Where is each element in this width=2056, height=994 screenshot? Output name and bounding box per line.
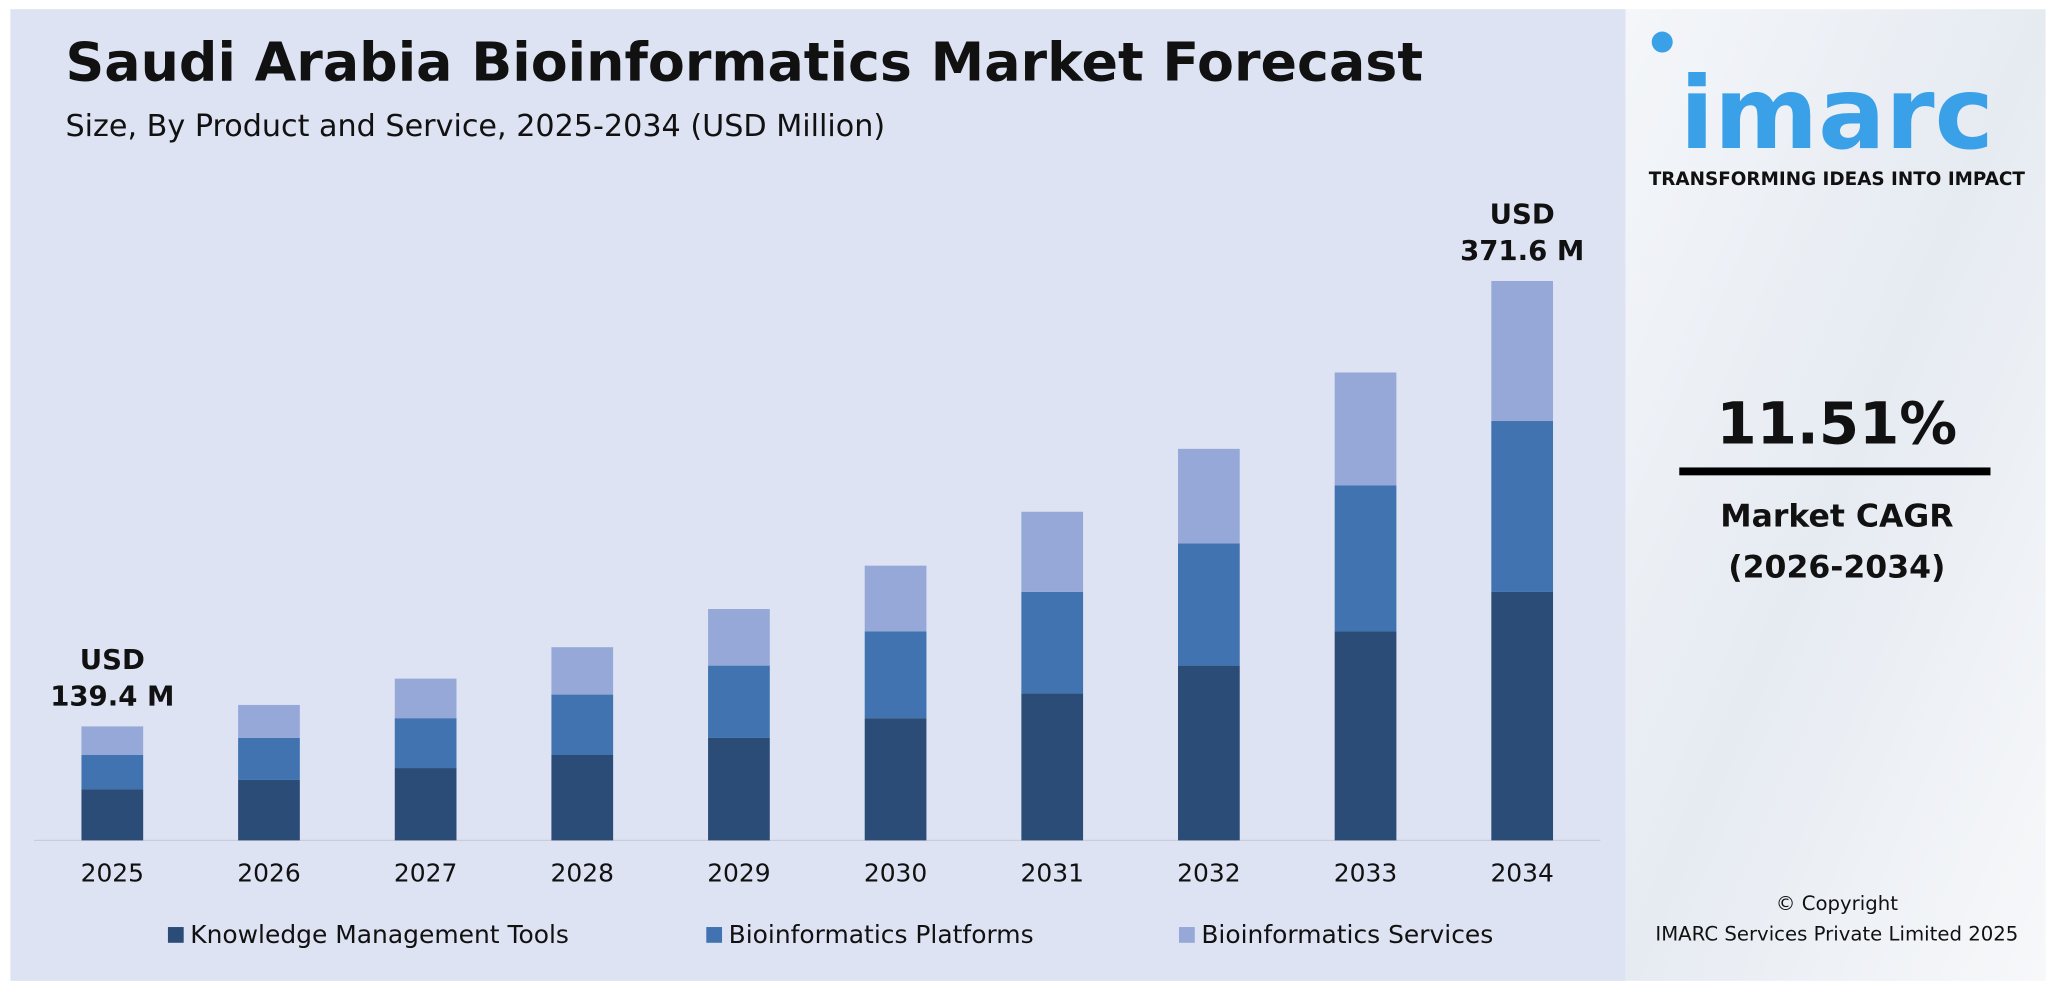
- legend-swatch: [1179, 927, 1195, 943]
- bar-segment: [1491, 421, 1554, 592]
- bar-segment: [238, 779, 300, 841]
- bar-segment: [551, 755, 614, 841]
- bar-segment: [238, 737, 300, 780]
- legend-label: Knowledge Management Tools: [190, 920, 569, 949]
- bar-segment: [1178, 665, 1240, 841]
- x-tick-label: 2026: [237, 859, 300, 888]
- bar-segment: [1021, 591, 1084, 694]
- legend-label: Bioinformatics Platforms: [729, 920, 1034, 949]
- bar-segment: [864, 631, 927, 719]
- x-tick-label: 2027: [394, 859, 457, 888]
- bar-segment: [551, 694, 614, 756]
- bar-segment: [81, 789, 144, 841]
- bar-segment: [708, 609, 770, 666]
- total-annotation: 371.6 M: [1460, 234, 1584, 267]
- bar-segment: [81, 755, 144, 790]
- bar-segment: [394, 768, 457, 841]
- x-tick-label: 2030: [864, 859, 927, 888]
- logo-dot: [1651, 31, 1673, 53]
- total-annotation: USD: [1490, 197, 1555, 230]
- bar-segment: [394, 678, 457, 719]
- bar-segment: [864, 565, 927, 632]
- chart-subtitle: Size, By Product and Service, 2025-2034 …: [66, 109, 886, 144]
- bar-segment: [1021, 693, 1084, 841]
- bar-segment: [551, 647, 614, 695]
- cagr-period: (2026-2034): [1728, 550, 1945, 586]
- copyright: © Copyright: [1776, 892, 1898, 915]
- bar-segment: [238, 704, 300, 738]
- chart-title: Saudi Arabia Bioinformatics Market Forec…: [66, 30, 1424, 93]
- bar-segment: [1334, 372, 1397, 486]
- x-tick-label: 2033: [1334, 859, 1397, 888]
- x-tick-label: 2029: [707, 859, 770, 888]
- x-tick-label: 2032: [1177, 859, 1240, 888]
- bar-segment: [1334, 485, 1397, 632]
- legend-swatch: [706, 927, 723, 943]
- cagr-value: 11.51%: [1717, 390, 1958, 458]
- bar-segment: [1334, 631, 1397, 841]
- bar-segment: [1178, 543, 1240, 666]
- total-annotation: 139.4 M: [50, 680, 174, 713]
- total-annotation: USD: [80, 643, 145, 676]
- bar-segment: [864, 718, 927, 841]
- bar-segment: [394, 718, 457, 769]
- legend-label: Bioinformatics Services: [1201, 920, 1493, 949]
- cagr-label: Market CAGR: [1720, 498, 1953, 534]
- bar-segment: [81, 726, 144, 756]
- bar-segment: [1491, 591, 1554, 841]
- tagline: TRANSFORMING IDEAS INTO IMPACT: [1649, 169, 2026, 190]
- bar-segment: [1178, 448, 1240, 544]
- x-tick-label: 2031: [1020, 859, 1083, 888]
- cagr-rule: [1679, 467, 1991, 476]
- bar-segment: [708, 665, 770, 738]
- x-tick-label: 2028: [551, 859, 614, 888]
- x-tick-label: 2034: [1490, 859, 1553, 888]
- logo: imarc: [1680, 55, 1994, 172]
- copyright-holder: IMARC Services Private Limited 2025: [1655, 922, 2018, 945]
- bar-segment: [1021, 511, 1084, 592]
- bar-segment: [708, 737, 770, 841]
- legend-swatch: [167, 927, 184, 943]
- x-tick-label: 2025: [81, 859, 144, 888]
- bar-segment: [1491, 280, 1554, 422]
- sidebar-panel: [1625, 9, 2046, 981]
